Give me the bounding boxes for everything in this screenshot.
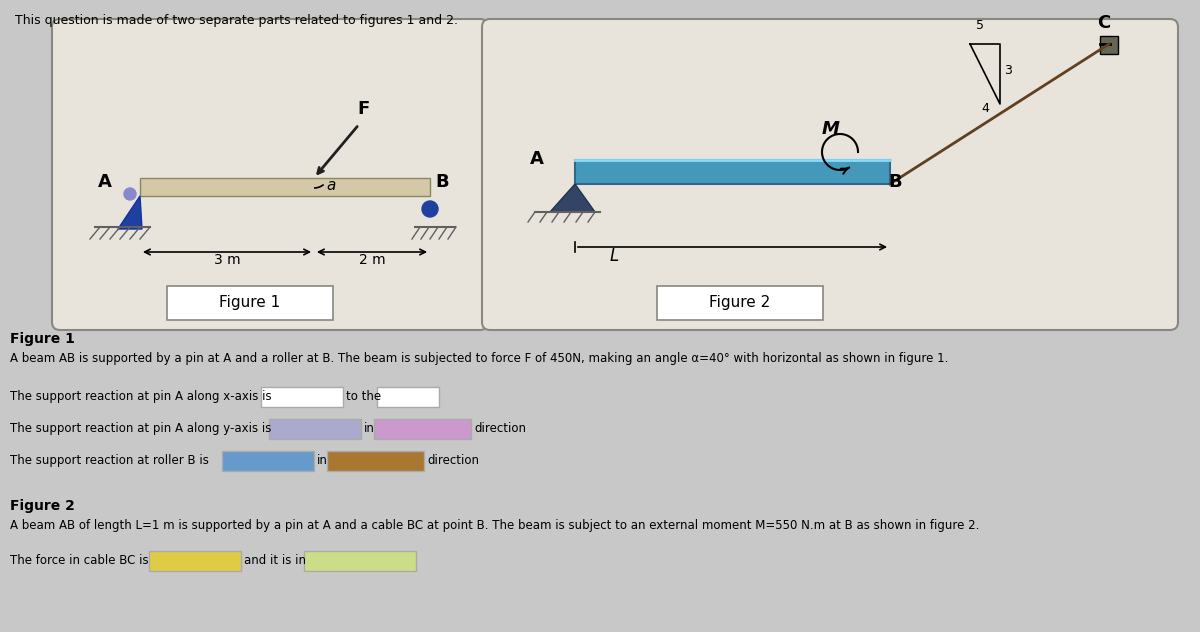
- FancyBboxPatch shape: [377, 387, 439, 407]
- Text: Figure 2: Figure 2: [10, 499, 74, 513]
- Text: The support reaction at roller B is: The support reaction at roller B is: [10, 454, 209, 467]
- Text: 3: 3: [1004, 64, 1012, 77]
- FancyBboxPatch shape: [222, 451, 314, 471]
- Text: B: B: [436, 173, 449, 191]
- Text: B: B: [888, 173, 902, 191]
- Text: The support reaction at pin A along x-axis is: The support reaction at pin A along x-ax…: [10, 390, 271, 403]
- Text: 3 m: 3 m: [214, 253, 240, 267]
- FancyBboxPatch shape: [52, 19, 488, 330]
- Text: A beam AB of length L=1 m is supported by a pin at A and a cable BC at point B. : A beam AB of length L=1 m is supported b…: [10, 519, 979, 532]
- Text: The support reaction at pin A along y-axis is: The support reaction at pin A along y-ax…: [10, 422, 271, 435]
- Polygon shape: [118, 196, 142, 229]
- Text: F: F: [358, 100, 370, 118]
- Text: Figure 1: Figure 1: [220, 296, 281, 310]
- FancyBboxPatch shape: [262, 387, 343, 407]
- FancyBboxPatch shape: [269, 419, 361, 439]
- Text: direction: direction: [474, 422, 526, 435]
- FancyBboxPatch shape: [374, 419, 470, 439]
- Text: in: in: [317, 454, 328, 467]
- FancyBboxPatch shape: [1100, 36, 1118, 54]
- Text: and it is in: and it is in: [244, 554, 306, 567]
- Text: Figure 2: Figure 2: [709, 296, 770, 310]
- Polygon shape: [550, 184, 595, 212]
- Text: This question is made of two separate parts related to figures 1 and 2.: This question is made of two separate pa…: [14, 14, 458, 27]
- FancyBboxPatch shape: [482, 19, 1178, 330]
- Text: A: A: [530, 150, 544, 168]
- Text: to the: to the: [346, 390, 382, 403]
- FancyBboxPatch shape: [658, 286, 823, 320]
- Text: direction: direction: [427, 454, 479, 467]
- Text: a: a: [326, 178, 335, 193]
- Text: A beam AB is supported by a pin at A and a roller at B. The beam is subjected to: A beam AB is supported by a pin at A and…: [10, 352, 948, 365]
- FancyBboxPatch shape: [304, 551, 416, 571]
- Text: A: A: [98, 173, 112, 191]
- Text: Figure 1: Figure 1: [10, 332, 74, 346]
- FancyBboxPatch shape: [149, 551, 241, 571]
- Circle shape: [422, 201, 438, 217]
- Text: L: L: [610, 247, 619, 265]
- Text: C: C: [1097, 14, 1111, 32]
- Text: The force in cable BC is: The force in cable BC is: [10, 554, 149, 567]
- Text: 2 m: 2 m: [359, 253, 385, 267]
- FancyBboxPatch shape: [140, 178, 430, 196]
- Text: 4: 4: [982, 102, 989, 115]
- Text: M: M: [822, 120, 840, 138]
- Circle shape: [124, 188, 136, 200]
- FancyBboxPatch shape: [167, 286, 334, 320]
- FancyBboxPatch shape: [575, 160, 890, 184]
- FancyBboxPatch shape: [326, 451, 424, 471]
- Text: in: in: [364, 422, 374, 435]
- Text: 5: 5: [976, 19, 984, 32]
